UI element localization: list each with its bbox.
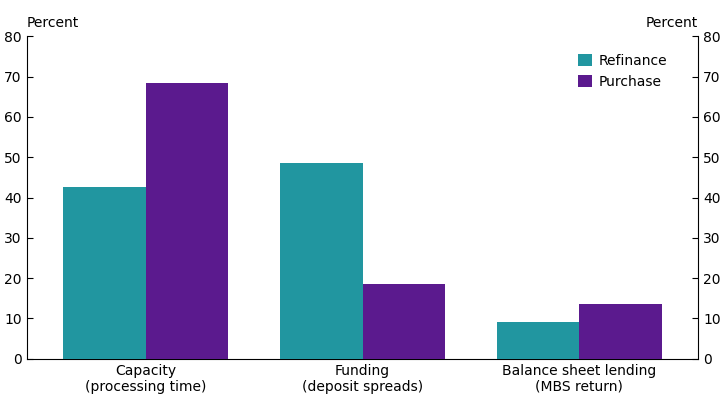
Bar — [64, 187, 146, 359]
Text: Percent: Percent — [646, 16, 698, 30]
Bar — [146, 83, 228, 359]
Bar — [280, 163, 362, 359]
Bar — [362, 284, 445, 359]
Legend: Refinance, Purchase: Refinance, Purchase — [573, 50, 671, 93]
Bar — [579, 304, 661, 359]
Text: Percent: Percent — [27, 16, 79, 30]
Bar — [497, 322, 579, 359]
